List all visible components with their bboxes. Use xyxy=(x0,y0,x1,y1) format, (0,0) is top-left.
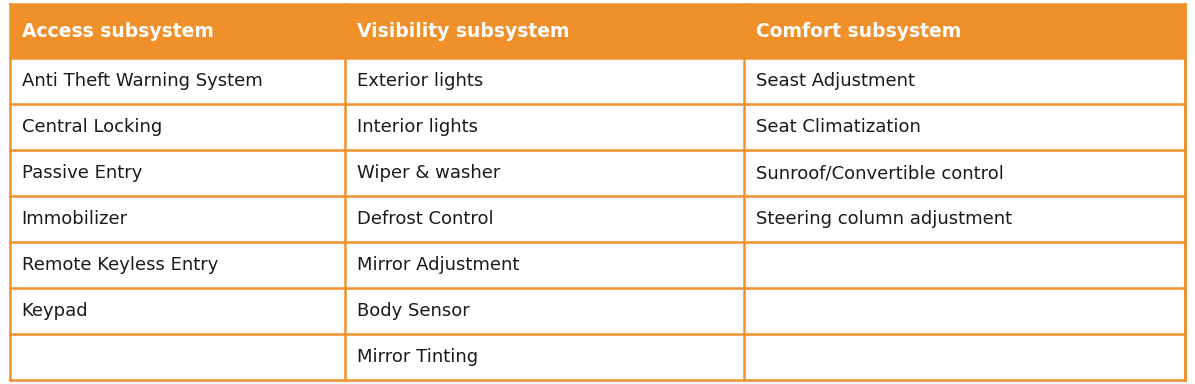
Bar xyxy=(10,58,344,104)
Bar xyxy=(744,58,1185,104)
Text: Passive Entry: Passive Entry xyxy=(22,164,142,182)
Text: Immobilizer: Immobilizer xyxy=(22,210,128,228)
Text: Remote Keyless Entry: Remote Keyless Entry xyxy=(22,256,217,274)
Bar xyxy=(344,242,744,288)
Text: Mirror Tinting: Mirror Tinting xyxy=(356,348,478,366)
Text: Comfort subsystem: Comfort subsystem xyxy=(756,22,962,41)
Text: Access subsystem: Access subsystem xyxy=(22,22,214,41)
Bar xyxy=(744,104,1185,151)
Text: Seat Climatization: Seat Climatization xyxy=(756,118,921,136)
Bar xyxy=(344,334,744,380)
Bar xyxy=(344,4,744,58)
Bar xyxy=(10,196,344,242)
Text: Defrost Control: Defrost Control xyxy=(356,210,494,228)
Bar xyxy=(744,242,1185,288)
Text: Seast Adjustment: Seast Adjustment xyxy=(756,73,915,90)
Bar xyxy=(344,196,744,242)
Bar xyxy=(744,288,1185,334)
Bar xyxy=(344,288,744,334)
Bar xyxy=(10,4,344,58)
Bar xyxy=(10,288,344,334)
Text: Wiper & washer: Wiper & washer xyxy=(356,164,500,182)
Bar xyxy=(744,334,1185,380)
Text: Visibility subsystem: Visibility subsystem xyxy=(356,22,569,41)
Bar xyxy=(10,104,344,151)
Text: Keypad: Keypad xyxy=(22,302,88,320)
Text: Central Locking: Central Locking xyxy=(22,118,161,136)
Text: Exterior lights: Exterior lights xyxy=(356,73,483,90)
Bar xyxy=(744,4,1185,58)
Text: Sunroof/Convertible control: Sunroof/Convertible control xyxy=(756,164,1004,182)
Bar xyxy=(10,150,344,196)
Text: Anti Theft Warning System: Anti Theft Warning System xyxy=(22,73,262,90)
Text: Body Sensor: Body Sensor xyxy=(356,302,470,320)
Bar xyxy=(744,150,1185,196)
Bar xyxy=(10,334,344,380)
Bar xyxy=(344,58,744,104)
Bar xyxy=(744,196,1185,242)
Bar xyxy=(344,104,744,151)
Text: Interior lights: Interior lights xyxy=(356,118,478,136)
Bar xyxy=(344,150,744,196)
Text: Mirror Adjustment: Mirror Adjustment xyxy=(356,256,519,274)
Bar xyxy=(10,242,344,288)
Text: Steering column adjustment: Steering column adjustment xyxy=(756,210,1012,228)
